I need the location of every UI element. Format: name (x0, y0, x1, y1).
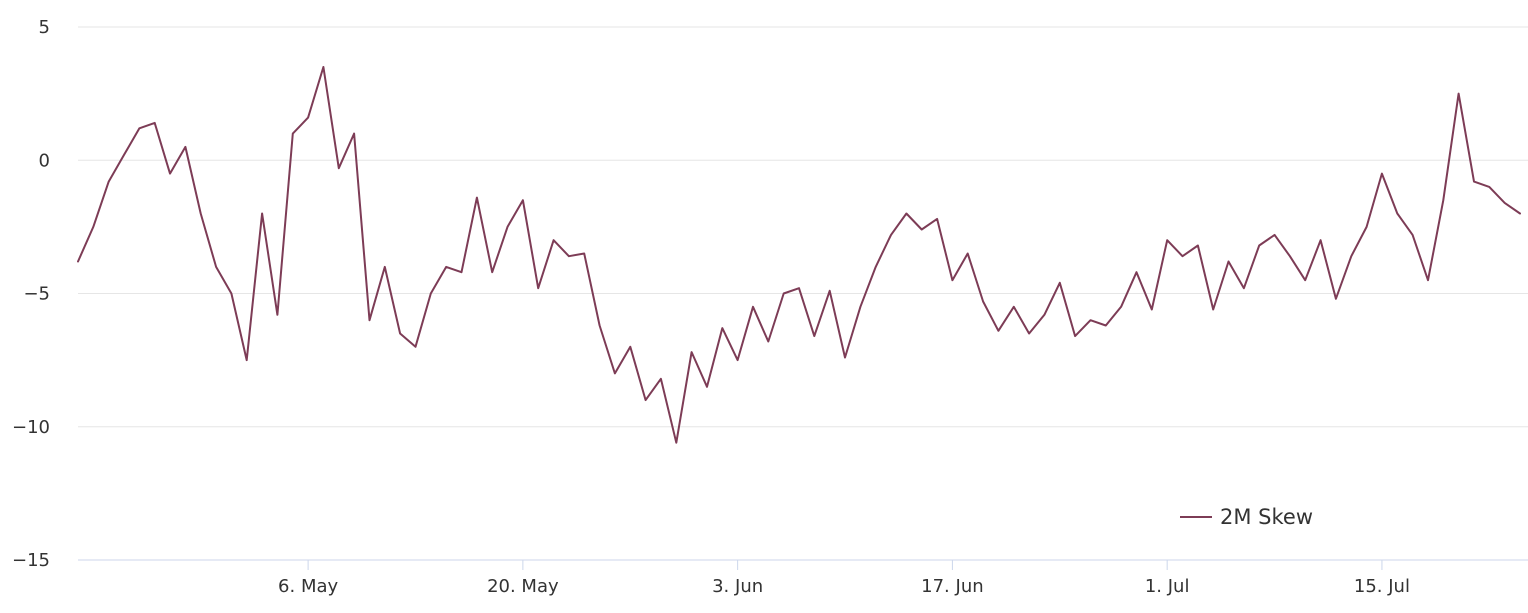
x-tick-label: 17. Jun (921, 576, 983, 597)
y-tick-label: −5 (23, 284, 50, 305)
y-axis: 5 0 −5 −10 −15 (12, 17, 50, 571)
x-tick-label: 1. Jul (1145, 576, 1190, 597)
legend-label-2m-skew: 2M Skew (1220, 505, 1313, 529)
x-tick-label: 20. May (487, 576, 559, 597)
y-tick-label: −15 (12, 550, 50, 571)
x-axis: 6. May 20. May 3. Jun 17. Jun 1. Jul 15. Jul (78, 559, 1528, 597)
y-tick-label: 0 (39, 150, 50, 171)
gridlines (78, 26, 1528, 428)
y-tick-label: −10 (12, 417, 50, 438)
x-tick-label: 15. Jul (1354, 576, 1410, 597)
legend[interactable]: 2M Skew (1180, 505, 1313, 529)
x-tick-label: 3. Jun (712, 576, 763, 597)
y-tick-label: 5 (39, 17, 50, 38)
series-layer (77, 66, 1521, 444)
series-line-2m-skew[interactable] (77, 66, 1521, 444)
x-tick-label: 6. May (278, 576, 338, 597)
